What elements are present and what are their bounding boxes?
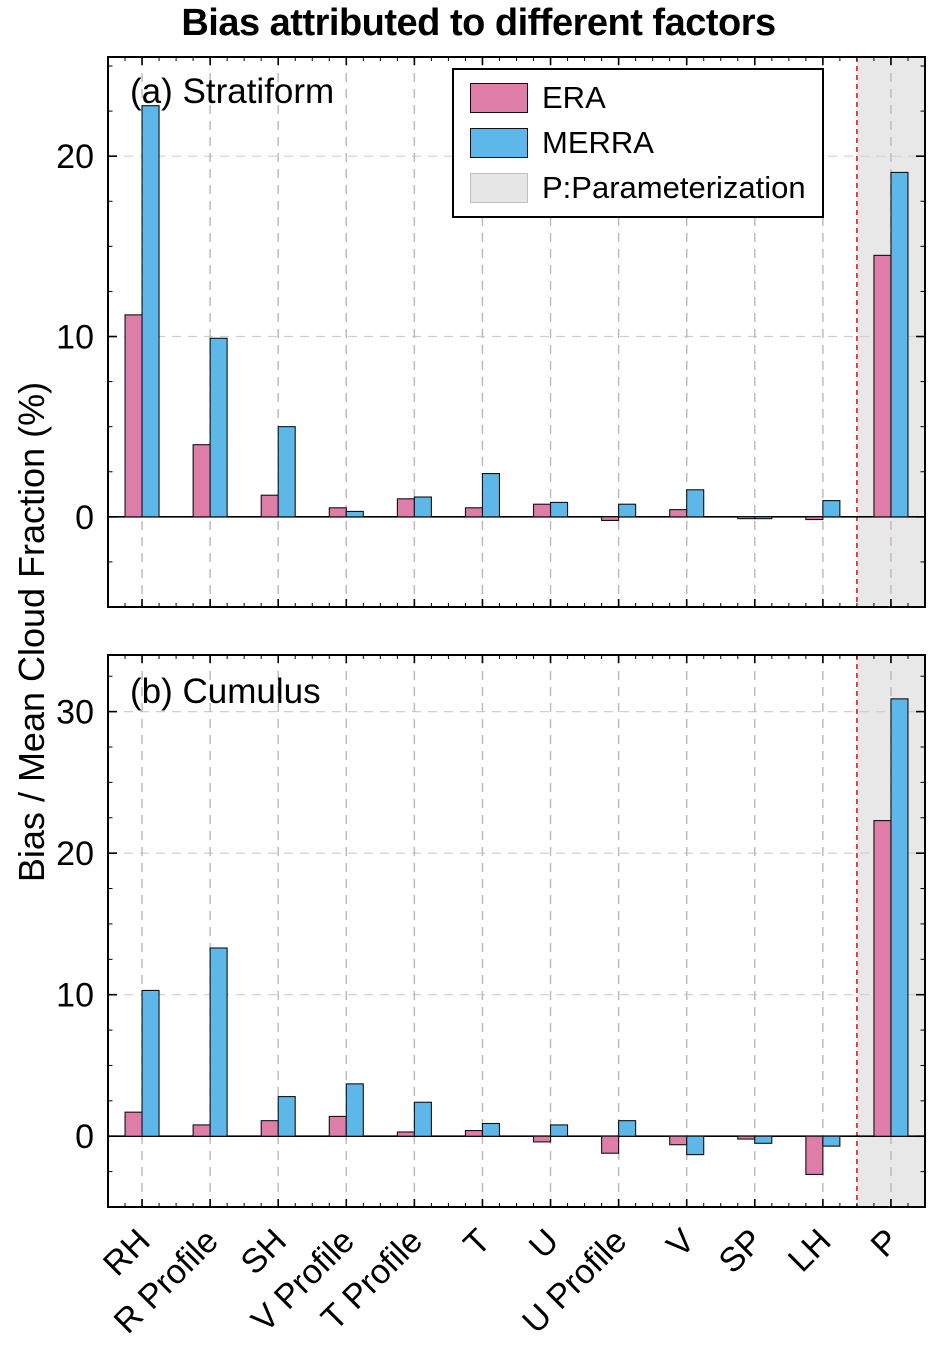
merra-swatch <box>470 128 528 158</box>
axes-box <box>107 654 926 1208</box>
era-bar <box>396 498 415 518</box>
merra-bar <box>890 698 909 1137</box>
x-tick-label: SP <box>712 1222 771 1281</box>
y-tick-label: 20 <box>56 835 94 873</box>
merra-bar <box>549 501 569 518</box>
merra-bar <box>686 489 705 518</box>
y-tick-label: 20 <box>56 138 94 176</box>
era-bar <box>192 1124 211 1137</box>
x-tick-label: T <box>457 1222 499 1264</box>
era-bar <box>124 1111 143 1137</box>
y-tick-label: 10 <box>56 319 94 357</box>
panel-label-cumulus: (b) Cumulus <box>130 672 321 711</box>
merra-bar <box>345 1083 364 1137</box>
y-tick-label: 10 <box>56 977 94 1015</box>
era-bar <box>464 1130 484 1137</box>
merra-bar <box>277 426 296 518</box>
era-bar <box>669 509 688 518</box>
era-bar <box>328 1115 347 1137</box>
legend-label-era: ERA <box>542 80 606 115</box>
merra-bar <box>413 496 432 518</box>
merra-bar <box>141 105 160 518</box>
merra-bar <box>754 1135 773 1144</box>
era-bar <box>737 516 756 520</box>
merra-bar <box>890 171 909 518</box>
era-bar <box>601 1135 620 1154</box>
y-axis-label: Bias / Mean Cloud Fraction (%) <box>11 381 52 883</box>
era-bar <box>805 1135 824 1175</box>
era-bar <box>260 494 279 518</box>
merra-bar <box>618 503 637 518</box>
parameterization-swatch <box>470 173 528 203</box>
era-bar <box>260 1120 279 1137</box>
merra-bar <box>822 500 841 518</box>
merra-bar <box>686 1135 705 1156</box>
era-swatch <box>470 83 528 113</box>
legend-entry-era: ERA <box>470 80 806 116</box>
merra-bar <box>209 947 228 1137</box>
legend: ERA MERRA P:Parameterization <box>452 68 824 218</box>
merra-bar <box>345 510 364 518</box>
merra-bar <box>618 1120 637 1137</box>
merra-bar <box>277 1096 296 1137</box>
x-tick-label: U <box>522 1222 566 1266</box>
x-tick-label: P <box>864 1222 907 1265</box>
era-bar <box>532 503 552 518</box>
era-bar <box>737 1135 756 1140</box>
legend-label-merra: MERRA <box>542 125 654 160</box>
era-bar <box>328 507 347 518</box>
chart-title: Bias attributed to different factors <box>181 2 776 44</box>
era-bar <box>124 314 143 518</box>
merra-bar <box>754 516 773 520</box>
merra-bar <box>549 1124 569 1137</box>
y-tick-label: 30 <box>56 694 94 732</box>
legend-entry-parameterization: P:Parameterization <box>470 170 806 206</box>
merra-bar <box>481 473 501 518</box>
panel-label-stratiform: (a) Stratiform <box>130 72 335 111</box>
y-tick-label: 0 <box>75 1118 94 1156</box>
era-bar <box>396 1131 415 1137</box>
era-bar <box>464 507 484 518</box>
y-tick-label: 0 <box>75 499 94 537</box>
legend-entry-merra: MERRA <box>470 125 806 161</box>
era-bar <box>192 444 211 518</box>
merra-bar <box>209 337 228 518</box>
merra-bar <box>481 1122 501 1137</box>
era-bar <box>805 516 824 521</box>
x-tick-label: V <box>659 1222 702 1265</box>
merra-bar <box>413 1101 432 1137</box>
merra-bar <box>141 989 160 1137</box>
x-tick-label: LH <box>781 1222 839 1280</box>
era-bar <box>601 516 620 521</box>
legend-label-parameterization: P:Parameterization <box>542 170 806 205</box>
era-bar <box>669 1135 688 1146</box>
merra-bar <box>822 1135 841 1147</box>
era-bar <box>532 1135 552 1143</box>
era-bar <box>873 820 892 1137</box>
era-bar <box>873 254 892 518</box>
